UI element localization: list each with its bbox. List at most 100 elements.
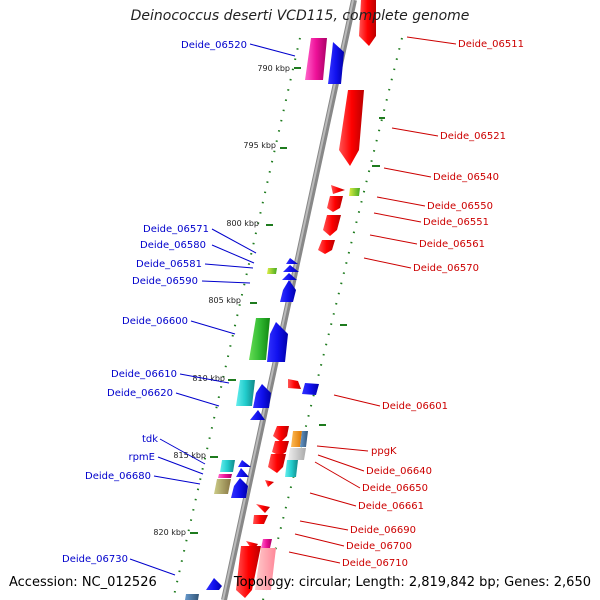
gene-label-left[interactable]: rpmE: [128, 452, 155, 463]
gene-feature-red[interactable]: [236, 546, 261, 598]
scale-label: 820 kbp: [153, 528, 186, 537]
gene-feature-lime[interactable]: [349, 188, 360, 196]
gene-feature-pink[interactable]: [261, 539, 272, 548]
gene-feature-red[interactable]: [318, 240, 335, 254]
gene-feature-green[interactable]: [249, 318, 270, 360]
gene-feature-red[interactable]: [339, 90, 364, 166]
leader-line: [157, 456, 204, 475]
gene-feature-orange[interactable]: [291, 431, 302, 447]
gene-feature-blue[interactable]: [206, 578, 222, 590]
gene-feature-blue[interactable]: [286, 258, 298, 264]
gene-label-right[interactable]: Deide_06521: [440, 131, 506, 142]
gene-label-right[interactable]: Deide_06640: [366, 466, 432, 477]
gene-label-right[interactable]: Deide_06570: [413, 263, 479, 274]
accession-text: Accession: NC_012526: [9, 575, 157, 590]
gene-label-right[interactable]: Deide_06551: [423, 217, 489, 228]
gene-feature-red[interactable]: [268, 454, 286, 473]
gene-feature-blue[interactable]: [283, 265, 299, 272]
gene-label-left[interactable]: Deide_06610: [111, 369, 177, 380]
leader-line: [373, 212, 422, 223]
leader-line: [175, 392, 220, 407]
gene-label-left[interactable]: Deide_06581: [136, 259, 202, 270]
map-title: Deinococcus deserti VCD115, complete gen…: [130, 8, 470, 24]
gene-feature-blue[interactable]: [238, 460, 251, 467]
gene-feature-pink[interactable]: [218, 474, 232, 478]
gene-feature-red[interactable]: [272, 441, 289, 456]
gene-feature-blue[interactable]: [250, 410, 265, 420]
gene-label-right[interactable]: Deide_06511: [458, 39, 524, 50]
scale-label: 800 kbp: [226, 219, 259, 228]
gene-feature-lightpink[interactable]: [255, 548, 276, 590]
gene-label-right[interactable]: Deide_06700: [346, 541, 412, 552]
gene-feature-blue[interactable]: [231, 478, 248, 498]
gene-feature-lime[interactable]: [267, 268, 277, 274]
gene-feature-blue[interactable]: [280, 280, 296, 302]
leader-line: [288, 551, 341, 564]
gene-label-left[interactable]: Deide_06571: [143, 224, 209, 235]
gene-feature-red[interactable]: [323, 215, 341, 236]
gene-feature-blue[interactable]: [302, 383, 319, 395]
gene-feature-steel[interactable]: [185, 594, 199, 600]
leader-line: [179, 373, 230, 384]
gene-label-right[interactable]: Deide_06661: [358, 501, 424, 512]
leader-line: [159, 438, 206, 465]
gene-feature-olive[interactable]: [214, 479, 231, 494]
leader-line: [314, 461, 361, 489]
gene-feature-cyan[interactable]: [285, 460, 298, 477]
gene-feature-blue[interactable]: [282, 273, 297, 280]
gene-label-left[interactable]: Deide_06600: [122, 316, 188, 327]
inner-guide-track: [172, 37, 301, 600]
gene-label-left[interactable]: Deide_06620: [107, 388, 173, 399]
gene-label-right[interactable]: Deide_06710: [342, 558, 408, 569]
gene-feature-blue[interactable]: [236, 468, 249, 477]
gene-feature-gray[interactable]: [288, 448, 306, 460]
gene-feature-blue[interactable]: [328, 42, 344, 84]
leader-line: [391, 127, 439, 137]
leader-line: [316, 445, 369, 452]
leader-line: [294, 533, 345, 547]
gene-label-left[interactable]: Deide_06680: [85, 471, 151, 482]
scale-label: 805 kbp: [208, 296, 241, 305]
leader-line: [376, 196, 426, 207]
gene-label-left[interactable]: Deide_06580: [140, 240, 206, 251]
gene-label-left[interactable]: Deide_06590: [132, 276, 198, 287]
gene-label-left[interactable]: tdk: [142, 434, 158, 445]
gene-feature-red[interactable]: [273, 426, 289, 442]
gene-feature-cyan[interactable]: [236, 380, 255, 406]
leader-line: [201, 280, 251, 284]
gene-feature-cyan[interactable]: [220, 460, 235, 472]
gene-feature-red[interactable]: [327, 196, 343, 212]
leader-line: [317, 454, 365, 472]
scale-label: 810 kbp: [192, 374, 225, 383]
gene-feature-red[interactable]: [253, 515, 268, 524]
leader-line: [249, 43, 296, 57]
gene-label-right[interactable]: Deide_06550: [427, 201, 493, 212]
gene-feature-pink[interactable]: [305, 38, 327, 80]
leader-line: [190, 320, 236, 335]
gene-feature-blue[interactable]: [267, 322, 288, 362]
leader-line: [299, 520, 349, 531]
scale-label: 795 kbp: [243, 141, 276, 150]
gene-label-right[interactable]: Deide_06690: [350, 525, 416, 536]
gene-feature-red[interactable]: [288, 379, 301, 389]
scale-label: 790 kbp: [257, 64, 290, 73]
leader-line: [129, 558, 176, 576]
gene-feature-red[interactable]: [359, 0, 376, 46]
leader-line: [211, 244, 255, 264]
leader-line: [333, 394, 381, 407]
gene-feature-red[interactable]: [256, 504, 270, 513]
gene-label-right[interactable]: Deide_06540: [433, 172, 499, 183]
gene-label-right[interactable]: Deide_06650: [362, 483, 428, 494]
gene-feature-red[interactable]: [331, 185, 345, 194]
gene-label-right[interactable]: Deide_06601: [382, 401, 448, 412]
gene-label-right[interactable]: ppgK: [371, 446, 397, 457]
topology-text: Topology: circular; Length: 2,819,842 bp…: [233, 575, 591, 590]
gene-feature-red[interactable]: [265, 480, 274, 487]
gene-label-left[interactable]: Deide_06520: [181, 40, 247, 51]
gene-label-left[interactable]: Deide_06730: [62, 554, 128, 565]
gene-label-right[interactable]: Deide_06561: [419, 239, 485, 250]
gene-feature-blue[interactable]: [253, 384, 271, 408]
leader-line: [383, 167, 432, 178]
gene-feature-steel[interactable]: [300, 431, 308, 447]
